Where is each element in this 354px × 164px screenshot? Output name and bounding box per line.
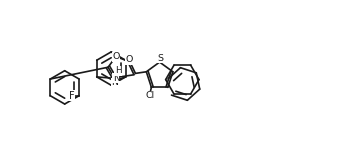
Text: O: O — [126, 55, 133, 64]
Text: N: N — [111, 78, 118, 87]
Text: S: S — [157, 54, 163, 63]
Text: H: H — [115, 66, 121, 75]
Text: F: F — [69, 91, 74, 101]
Text: N: N — [113, 74, 120, 83]
Text: Cl: Cl — [145, 92, 155, 101]
Text: O: O — [112, 52, 120, 61]
